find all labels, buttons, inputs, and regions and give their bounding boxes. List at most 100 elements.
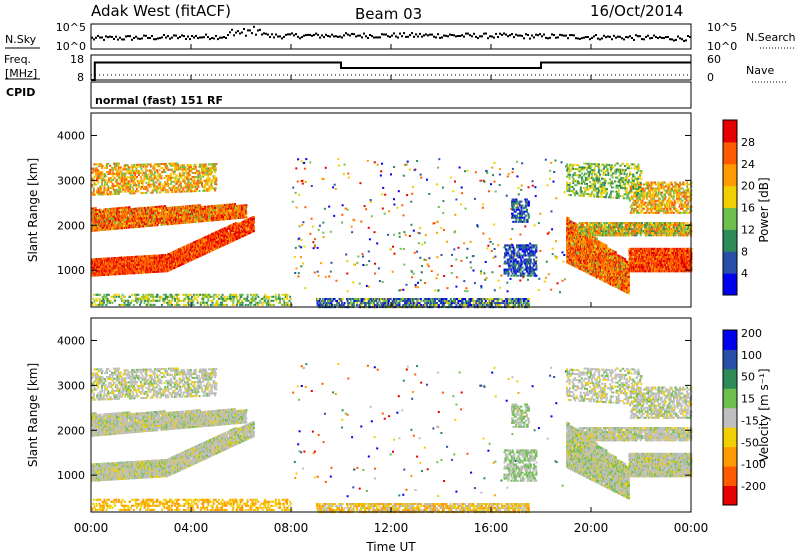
noise-point [343, 34, 345, 37]
data-cell [245, 231, 248, 234]
data-cell [142, 267, 145, 270]
noise-point [189, 38, 191, 41]
data-cell [151, 183, 154, 186]
data-cell [106, 165, 108, 167]
data-cell [132, 182, 135, 185]
data-cell [180, 263, 183, 266]
noise-point [545, 36, 547, 39]
data-cell [196, 256, 199, 258]
noise-point [395, 35, 397, 38]
data-cell [179, 180, 182, 183]
data-cell [153, 216, 156, 219]
noise-point [689, 36, 691, 38]
data-cell [162, 169, 165, 171]
data-cell [156, 218, 159, 220]
data-cell [114, 207, 117, 210]
data-cell [110, 211, 113, 214]
data-cell [129, 212, 132, 215]
data-cell [192, 218, 195, 221]
data-cell [127, 186, 130, 189]
data-cell [172, 176, 175, 179]
data-cell [234, 230, 237, 233]
data-cell [122, 262, 125, 265]
noise-point [589, 38, 591, 41]
noise-point [551, 33, 553, 36]
data-cell [231, 232, 233, 235]
noise-point [679, 37, 681, 40]
data-cell [196, 188, 198, 190]
data-cell [102, 173, 105, 176]
data-cell [177, 168, 180, 171]
data-cell [243, 210, 246, 213]
data-cell [180, 249, 183, 252]
noise-point [465, 32, 467, 35]
noise-point [373, 36, 375, 39]
data-cell [224, 235, 227, 238]
data-cell [247, 232, 250, 235]
noise-point [453, 34, 455, 37]
data-cell [144, 207, 147, 209]
data-cell [158, 169, 161, 172]
data-cell [164, 205, 167, 208]
data-cell [175, 176, 178, 179]
data-cell [91, 167, 93, 170]
noise-point [291, 32, 293, 35]
data-cell [148, 169, 151, 172]
data-cell [166, 221, 168, 224]
data-cell [119, 186, 122, 189]
data-cell [191, 217, 194, 219]
noise-sky-label: N.Sky [5, 33, 37, 46]
data-cell [150, 179, 153, 182]
data-cell [164, 164, 167, 167]
data-cell [119, 268, 122, 271]
data-cell [182, 207, 185, 210]
data-cell [235, 230, 238, 232]
data-cell [113, 191, 116, 193]
data-cell [121, 180, 123, 183]
noise-point [611, 38, 613, 41]
plot-title: Adak West (fitACF) [91, 2, 231, 20]
data-cell [113, 219, 116, 222]
data-cell [122, 168, 125, 171]
noise-point [311, 34, 313, 37]
data-cell [166, 177, 169, 179]
noise-point [567, 37, 569, 40]
data-cell [164, 213, 167, 216]
data-cell [120, 221, 123, 224]
noise-point [203, 36, 205, 39]
noise-point [383, 33, 385, 36]
data-cell [141, 179, 144, 182]
data-cell [201, 206, 204, 208]
data-cell [133, 184, 136, 187]
noise-point [659, 36, 661, 39]
data-cell [213, 240, 216, 243]
data-cell [117, 265, 120, 267]
data-cell [196, 204, 199, 207]
data-cell [126, 168, 128, 171]
noise-point [323, 36, 325, 39]
data-cell [126, 188, 128, 191]
data-cell [189, 174, 192, 177]
data-cell [139, 271, 142, 274]
data-cell [130, 258, 133, 261]
data-cell [187, 164, 190, 167]
data-cell [109, 191, 112, 194]
data-cell [118, 184, 121, 187]
data-cell [182, 174, 185, 177]
noise-point [225, 37, 227, 39]
data-cell [146, 189, 149, 192]
data-cell [116, 170, 119, 173]
data-cell [175, 190, 178, 193]
data-cell [166, 164, 168, 167]
data-cell [106, 167, 108, 169]
noise-point [607, 35, 609, 38]
data-cell [101, 181, 103, 184]
noise-point [193, 36, 195, 39]
data-cell [114, 168, 117, 171]
data-cell [137, 172, 140, 174]
data-cell [185, 184, 188, 187]
noise-point [213, 37, 215, 40]
data-cell [190, 188, 193, 191]
data-cell [137, 223, 140, 226]
data-cell [91, 227, 93, 230]
